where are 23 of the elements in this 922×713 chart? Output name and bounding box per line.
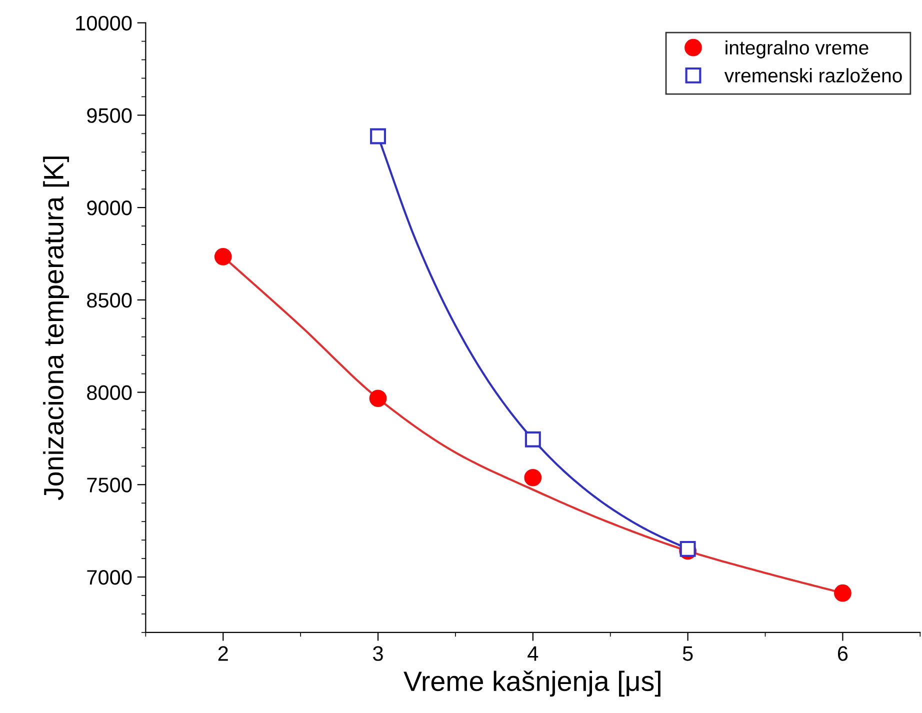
point xyxy=(214,248,232,266)
x-axis-title: Vreme kašnjenja [μs] xyxy=(404,670,660,697)
point xyxy=(680,540,696,557)
x-tick-label: 5 xyxy=(682,646,693,661)
y-tick-label: 8500 xyxy=(87,292,132,308)
y-tick-label: 7500 xyxy=(87,478,132,492)
y-tick-label: 7000 xyxy=(87,570,132,585)
y-tick-label: 8000 xyxy=(87,385,132,400)
legend-label: vremenski razloženo xyxy=(724,68,902,82)
y-tick-label: 9000 xyxy=(87,200,132,216)
y-axis-title: Jonizaciona temperatura [K] xyxy=(43,156,69,500)
legend-label: integralno vreme xyxy=(726,40,868,58)
y-tick-label: 10000 xyxy=(76,16,132,31)
x-tick-label: 3 xyxy=(373,646,383,661)
point xyxy=(524,431,541,448)
point xyxy=(524,468,542,486)
x-tick-label: 2 xyxy=(218,646,228,661)
x-tick-label: 4 xyxy=(528,646,538,661)
point xyxy=(369,390,387,408)
y-tick-label: 9500 xyxy=(87,108,132,123)
point xyxy=(370,128,386,144)
point xyxy=(834,584,852,602)
x-tick-label: 6 xyxy=(838,646,848,661)
